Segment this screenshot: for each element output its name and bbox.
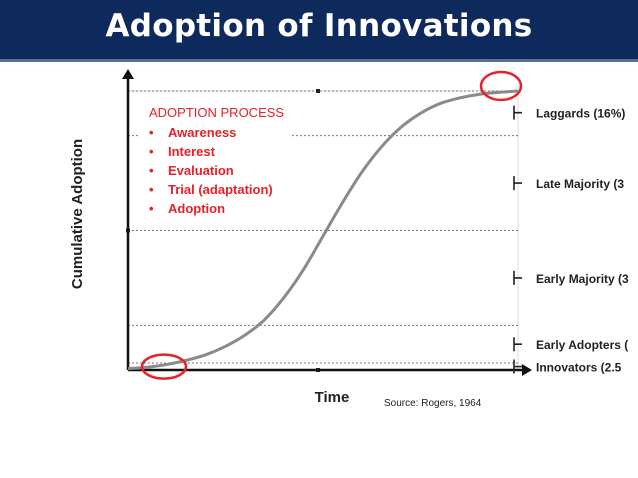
category-label-1: Early Adopters ( <box>536 338 628 352</box>
category-label-4: Laggards (16%) <box>536 107 625 121</box>
adoption-process-title: ADOPTION PROCESS <box>149 105 285 120</box>
category-label-0: Innovators (2.5 <box>536 361 622 375</box>
slide-title: Adoption of Innovations <box>105 8 533 44</box>
source-note: Source: Rogers, 1964 <box>384 398 482 409</box>
x-axis-arrow <box>522 364 532 376</box>
y-axis-label: Cumulative Adoption <box>69 139 86 289</box>
title-bar: Adoption of Innovations <box>0 0 638 62</box>
adoption-step-evaluation: Evaluation <box>149 161 290 180</box>
adoption-process-box: ADOPTION PROCESS Awareness Interest Eval… <box>140 100 290 218</box>
category-bracket-3 <box>513 176 522 191</box>
category-label-2: Early Majority (3 <box>536 272 629 286</box>
category-label-3: Late Majority (3 <box>536 177 624 191</box>
adoption-curve <box>127 89 519 371</box>
highlight-start <box>140 353 188 380</box>
adoption-step-trial: Trial (adaptation) <box>149 180 290 199</box>
y-axis-arrow <box>122 69 134 79</box>
category-bracket-1 <box>513 337 522 352</box>
category-bracket-2 <box>513 270 522 285</box>
highlight-end <box>479 70 523 102</box>
adoption-process-list: Awareness Interest Evaluation Trial (ada… <box>149 123 290 218</box>
x-axis-label: Time <box>315 389 350 406</box>
adoption-step-adoption: Adoption <box>149 199 290 218</box>
frame-marker-1 <box>316 89 320 93</box>
adoption-step-awareness: Awareness <box>149 123 290 142</box>
category-bracket-0 <box>513 359 522 374</box>
category-bracket-4 <box>513 105 522 120</box>
adoption-step-interest: Interest <box>149 142 290 161</box>
